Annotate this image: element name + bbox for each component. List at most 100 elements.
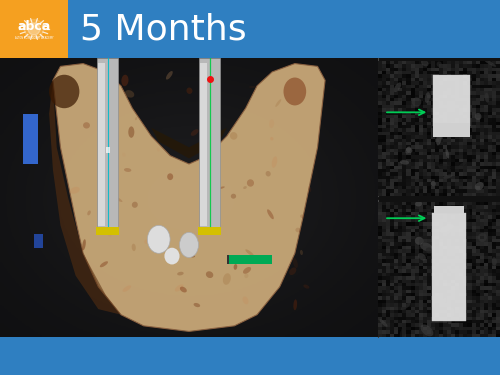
Ellipse shape bbox=[200, 160, 208, 166]
Ellipse shape bbox=[269, 119, 274, 128]
Ellipse shape bbox=[132, 244, 136, 251]
Bar bbox=[98, 63, 104, 226]
Polygon shape bbox=[49, 80, 121, 315]
Ellipse shape bbox=[420, 324, 434, 336]
Ellipse shape bbox=[300, 250, 303, 255]
Ellipse shape bbox=[380, 319, 388, 327]
Ellipse shape bbox=[194, 303, 200, 307]
Polygon shape bbox=[53, 64, 325, 332]
Ellipse shape bbox=[458, 162, 466, 168]
Ellipse shape bbox=[177, 272, 184, 276]
Ellipse shape bbox=[114, 196, 122, 202]
Bar bbox=[227, 255, 228, 264]
Ellipse shape bbox=[420, 242, 432, 251]
Bar bbox=[96, 227, 119, 235]
Bar bbox=[434, 206, 464, 213]
Ellipse shape bbox=[167, 173, 173, 180]
Ellipse shape bbox=[464, 208, 470, 220]
Ellipse shape bbox=[375, 247, 382, 253]
Ellipse shape bbox=[70, 187, 80, 194]
Text: ALTON BONE COURT ACADEMY: ALTON BONE COURT ACADEMY bbox=[15, 36, 53, 40]
Circle shape bbox=[24, 20, 44, 39]
Ellipse shape bbox=[270, 137, 274, 141]
Ellipse shape bbox=[443, 174, 452, 179]
Ellipse shape bbox=[436, 131, 442, 146]
Ellipse shape bbox=[247, 179, 254, 187]
Ellipse shape bbox=[223, 273, 231, 285]
Ellipse shape bbox=[415, 237, 424, 245]
Ellipse shape bbox=[175, 284, 184, 292]
Ellipse shape bbox=[122, 75, 128, 86]
Ellipse shape bbox=[166, 71, 172, 80]
Ellipse shape bbox=[485, 93, 489, 103]
Bar bbox=[200, 58, 220, 231]
Bar bbox=[198, 227, 221, 235]
Ellipse shape bbox=[191, 129, 198, 136]
Ellipse shape bbox=[276, 99, 281, 107]
Ellipse shape bbox=[230, 132, 237, 140]
Ellipse shape bbox=[412, 98, 422, 106]
Ellipse shape bbox=[308, 186, 311, 192]
Ellipse shape bbox=[421, 60, 428, 66]
Bar bbox=[0, 337, 500, 375]
Ellipse shape bbox=[206, 271, 214, 278]
Ellipse shape bbox=[304, 285, 310, 289]
Ellipse shape bbox=[294, 299, 297, 310]
Ellipse shape bbox=[446, 227, 452, 234]
Ellipse shape bbox=[122, 153, 126, 157]
Ellipse shape bbox=[218, 186, 224, 189]
Ellipse shape bbox=[415, 201, 422, 207]
Ellipse shape bbox=[430, 154, 434, 164]
Bar bbox=[0, 0, 68, 58]
Ellipse shape bbox=[180, 232, 199, 258]
Ellipse shape bbox=[394, 82, 402, 92]
Ellipse shape bbox=[284, 78, 306, 105]
Ellipse shape bbox=[418, 253, 426, 261]
Ellipse shape bbox=[300, 214, 304, 218]
Ellipse shape bbox=[249, 86, 256, 88]
Ellipse shape bbox=[440, 224, 454, 232]
Ellipse shape bbox=[475, 182, 484, 190]
Bar bbox=[22, 114, 38, 164]
Ellipse shape bbox=[246, 249, 254, 256]
Bar bbox=[106, 147, 110, 153]
Ellipse shape bbox=[405, 147, 411, 153]
Ellipse shape bbox=[242, 296, 248, 304]
Bar bbox=[227, 255, 272, 264]
Ellipse shape bbox=[426, 205, 432, 211]
Ellipse shape bbox=[135, 117, 138, 120]
Ellipse shape bbox=[104, 226, 112, 237]
Ellipse shape bbox=[446, 149, 449, 159]
Text: abca: abca bbox=[18, 21, 50, 33]
Ellipse shape bbox=[243, 186, 247, 189]
Ellipse shape bbox=[122, 285, 131, 292]
Ellipse shape bbox=[293, 258, 298, 268]
Ellipse shape bbox=[244, 273, 248, 278]
Ellipse shape bbox=[400, 160, 409, 165]
Ellipse shape bbox=[440, 297, 446, 307]
Ellipse shape bbox=[110, 90, 116, 99]
Ellipse shape bbox=[451, 128, 460, 137]
Ellipse shape bbox=[88, 210, 91, 215]
Bar bbox=[433, 123, 470, 136]
Ellipse shape bbox=[205, 85, 217, 88]
Ellipse shape bbox=[186, 87, 192, 94]
Text: 5 Months: 5 Months bbox=[80, 12, 246, 46]
Ellipse shape bbox=[447, 319, 452, 324]
Ellipse shape bbox=[492, 257, 497, 265]
Ellipse shape bbox=[100, 261, 108, 267]
Ellipse shape bbox=[164, 248, 180, 264]
Ellipse shape bbox=[406, 147, 412, 153]
Ellipse shape bbox=[484, 59, 496, 67]
Ellipse shape bbox=[478, 233, 487, 242]
Ellipse shape bbox=[132, 202, 138, 208]
Ellipse shape bbox=[234, 264, 237, 270]
Ellipse shape bbox=[426, 248, 432, 254]
Ellipse shape bbox=[289, 267, 296, 275]
Polygon shape bbox=[151, 128, 227, 159]
Ellipse shape bbox=[436, 62, 442, 67]
Ellipse shape bbox=[272, 156, 277, 168]
Ellipse shape bbox=[400, 326, 406, 340]
Ellipse shape bbox=[107, 96, 111, 107]
Ellipse shape bbox=[157, 148, 160, 152]
